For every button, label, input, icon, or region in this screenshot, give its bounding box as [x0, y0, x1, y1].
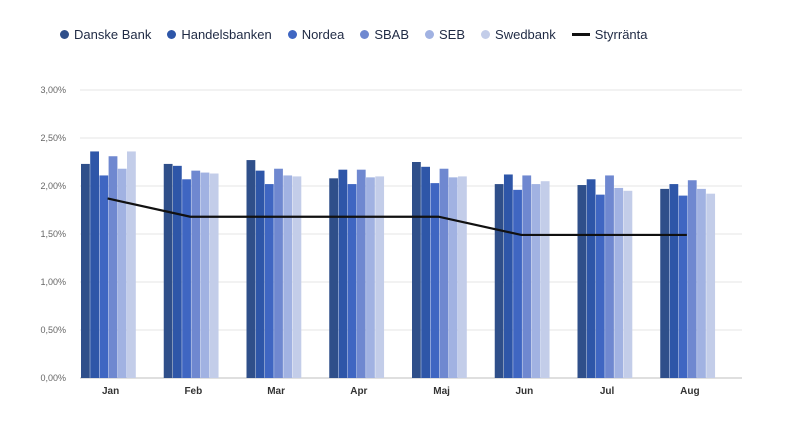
legend-swatch [167, 29, 177, 39]
bar [292, 176, 302, 378]
bar [605, 175, 614, 378]
bar [669, 184, 679, 378]
bar [494, 184, 504, 378]
x-tick-label: Mar [267, 386, 285, 397]
x-tick-label: Feb [184, 386, 202, 397]
x-tick-label: Jun [515, 386, 533, 397]
y-tick-label: 3,00% [40, 85, 66, 95]
legend-swatch [481, 29, 491, 39]
bar [108, 156, 118, 378]
y-tick-label: 1,50% [40, 229, 66, 239]
x-tick-label: Jul [600, 386, 615, 397]
legend-item: SBAB [360, 27, 409, 42]
bar [264, 184, 274, 378]
x-tick-label: Apr [350, 386, 367, 397]
legend-label: SBAB [374, 26, 410, 42]
bar [117, 168, 127, 378]
x-tick-label: Maj [433, 386, 450, 397]
bar [522, 175, 532, 378]
x-tick-label: Jan [102, 386, 119, 397]
legend-label: Danske Bank [74, 26, 152, 42]
y-tick-label: 1,00% [40, 277, 66, 287]
bar [375, 176, 385, 378]
bar [191, 170, 201, 378]
bar [513, 189, 522, 378]
bar [338, 169, 348, 378]
bar [163, 163, 173, 378]
bar [706, 193, 716, 378]
bar [687, 180, 697, 378]
bar [347, 184, 357, 378]
bar [81, 163, 90, 378]
bar [283, 175, 293, 378]
legend-swatch [425, 29, 435, 39]
bar [412, 162, 421, 378]
bar [439, 168, 449, 378]
bar [246, 160, 256, 378]
legend-item: Styrränta [571, 26, 648, 42]
legend-item: SEB [425, 27, 465, 42]
legend-item: Danske Bank [60, 27, 151, 42]
legend-swatch [60, 29, 69, 39]
bar [660, 188, 670, 378]
bar [540, 181, 550, 378]
bar [678, 195, 688, 378]
bar [172, 165, 182, 378]
bar [99, 175, 109, 378]
bar [200, 172, 210, 378]
bar [458, 176, 467, 378]
legend: Danske Bank Handelsbanken Nordea SBAB SEB Swe… [60, 24, 648, 44]
bar [421, 166, 430, 378]
y-tick-label: 2,00% [40, 181, 66, 191]
legend-label: SEB [439, 26, 466, 42]
bar [356, 169, 366, 378]
legend-label: Nordea [301, 26, 345, 42]
bar [90, 151, 99, 378]
bar [697, 188, 706, 378]
bar [274, 168, 283, 378]
bar [182, 179, 191, 378]
legend-item: Swedbank [481, 27, 556, 42]
bar [127, 151, 136, 378]
bar [366, 177, 375, 378]
legend-swatch [287, 29, 297, 39]
legend-line-swatch [571, 32, 590, 36]
bar [531, 184, 541, 378]
bar [503, 174, 513, 378]
bar [595, 194, 605, 378]
legend-item: Nordea [287, 26, 345, 42]
legend-label: Handelsbanken [181, 26, 272, 42]
line-series-styrranta [107, 197, 687, 237]
x-tick-label: Aug [680, 386, 699, 397]
legend-swatch [360, 29, 370, 39]
bar [586, 179, 596, 378]
y-tick-label: 2,50% [40, 133, 66, 143]
bar [430, 183, 440, 378]
y-tick-label: 0,00% [40, 373, 66, 383]
legend-label: Swedbank [495, 26, 556, 42]
legend-label: Styrränta [594, 26, 648, 42]
bar [623, 190, 633, 378]
y-tick-label: 0,50% [40, 325, 66, 335]
bar [577, 185, 587, 378]
legend-item: Handelsbanken [167, 26, 272, 42]
bar [614, 187, 624, 378]
bar [255, 170, 265, 378]
bar [329, 178, 339, 378]
bar [209, 173, 219, 378]
bar [448, 177, 458, 378]
